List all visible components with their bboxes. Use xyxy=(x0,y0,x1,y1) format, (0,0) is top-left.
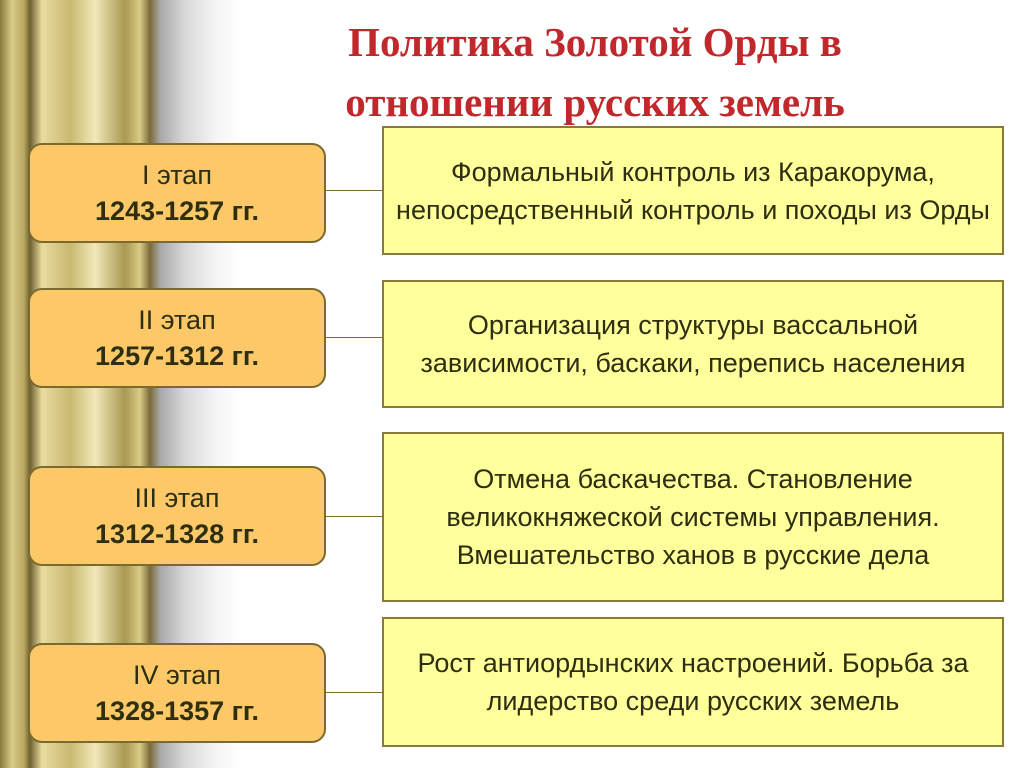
stage-years: 1243-1257 гг. xyxy=(95,196,259,226)
connector xyxy=(326,692,382,693)
stage-1-description: Формальный контроль из Каракорума, непос… xyxy=(382,126,1004,255)
stage-label: IV этап xyxy=(133,660,221,690)
stage-4-description: Рост антиордынских настроений. Борьба за… xyxy=(382,617,1004,747)
connector xyxy=(326,337,382,338)
connector xyxy=(326,516,382,517)
stage-3-description: Отмена баскачества. Становление великокн… xyxy=(382,432,1004,602)
stage-years: 1328-1357 гг. xyxy=(95,696,259,726)
stage-years: 1257-1312 гг. xyxy=(95,341,259,371)
stage-4: IV этап 1328-1357 гг. xyxy=(28,643,326,743)
stage-2-description: Организация структуры вассальной зависим… xyxy=(382,280,1004,408)
stage-label: I этап xyxy=(142,160,212,190)
stage-label: II этап xyxy=(138,305,216,335)
connector xyxy=(326,190,382,191)
stage-1: I этап 1243-1257 гг. xyxy=(28,143,326,243)
slide-title: Политика Золотой Орды в отношении русски… xyxy=(345,19,845,125)
stage-label: III этап xyxy=(134,483,220,513)
stage-years: 1312-1328 гг. xyxy=(95,519,259,549)
stage-3: III этап 1312-1328 гг. xyxy=(28,466,326,566)
stage-2: II этап 1257-1312 гг. xyxy=(28,288,326,388)
